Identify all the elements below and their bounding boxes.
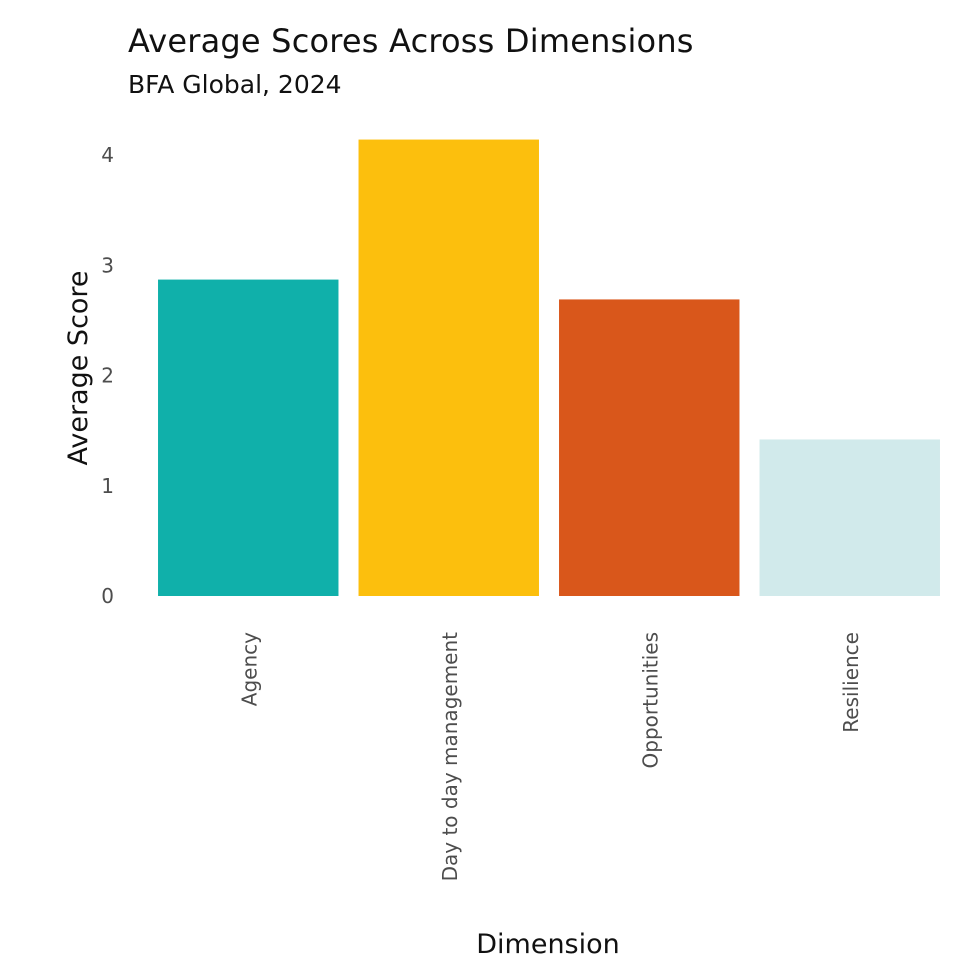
- bar: [559, 299, 740, 596]
- bars: [158, 139, 940, 596]
- chart-title: Average Scores Across Dimensions: [128, 22, 694, 60]
- x-tick-label: Day to day management: [438, 632, 462, 882]
- x-tick-label: Agency: [237, 632, 261, 706]
- y-tick-label: 3: [101, 253, 114, 277]
- y-tick-label: 4: [101, 143, 114, 167]
- bar: [358, 139, 539, 596]
- bar: [759, 439, 940, 596]
- y-axis: 0 1 2 3 4: [101, 143, 114, 608]
- chart-subtitle: BFA Global, 2024: [128, 70, 342, 99]
- y-tick-label: 2: [101, 364, 114, 388]
- y-tick-label: 0: [101, 584, 114, 608]
- bar: [158, 279, 339, 596]
- y-axis-label: Average Score: [63, 270, 94, 465]
- y-tick-label: 1: [101, 474, 114, 498]
- x-axis: Agency Day to day management Opportunities…: [237, 632, 863, 882]
- x-tick-label: Opportunities: [638, 632, 662, 768]
- x-tick-label: Resilience: [839, 632, 863, 733]
- x-axis-label: Dimension: [476, 929, 620, 960]
